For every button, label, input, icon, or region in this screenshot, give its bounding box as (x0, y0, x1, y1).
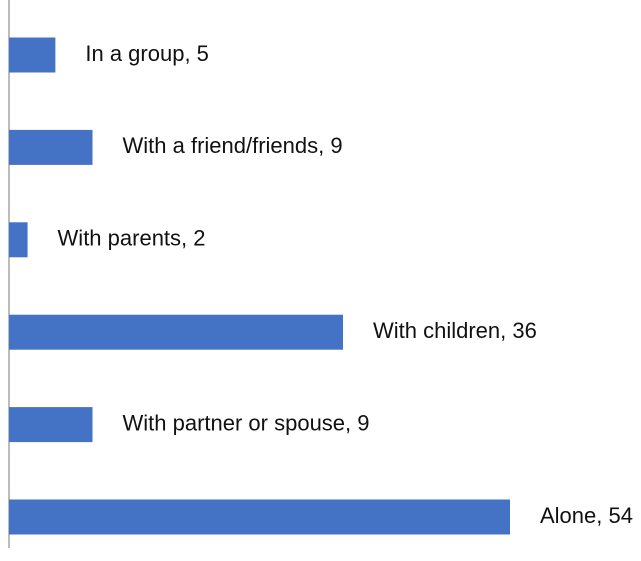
data-label-1: With partner or spouse, 9 (123, 410, 370, 435)
bar-2 (9, 314, 343, 350)
data-label-0: Alone, 54 (540, 503, 633, 528)
bar-5 (9, 37, 56, 73)
bar-1 (9, 407, 93, 443)
data-label-2: With children, 36 (373, 318, 537, 343)
bars-layer (9, 37, 510, 535)
bar-3 (9, 222, 28, 258)
bar-4 (9, 129, 93, 165)
data-label-4: With a friend/friends, 9 (123, 133, 343, 158)
bar-0 (9, 499, 510, 535)
data-label-5: In a group, 5 (85, 41, 209, 66)
data-label-3: With parents, 2 (58, 226, 206, 251)
data-labels-layer: Alone, 54 With partner or spouse, 9 With c… (58, 41, 633, 528)
